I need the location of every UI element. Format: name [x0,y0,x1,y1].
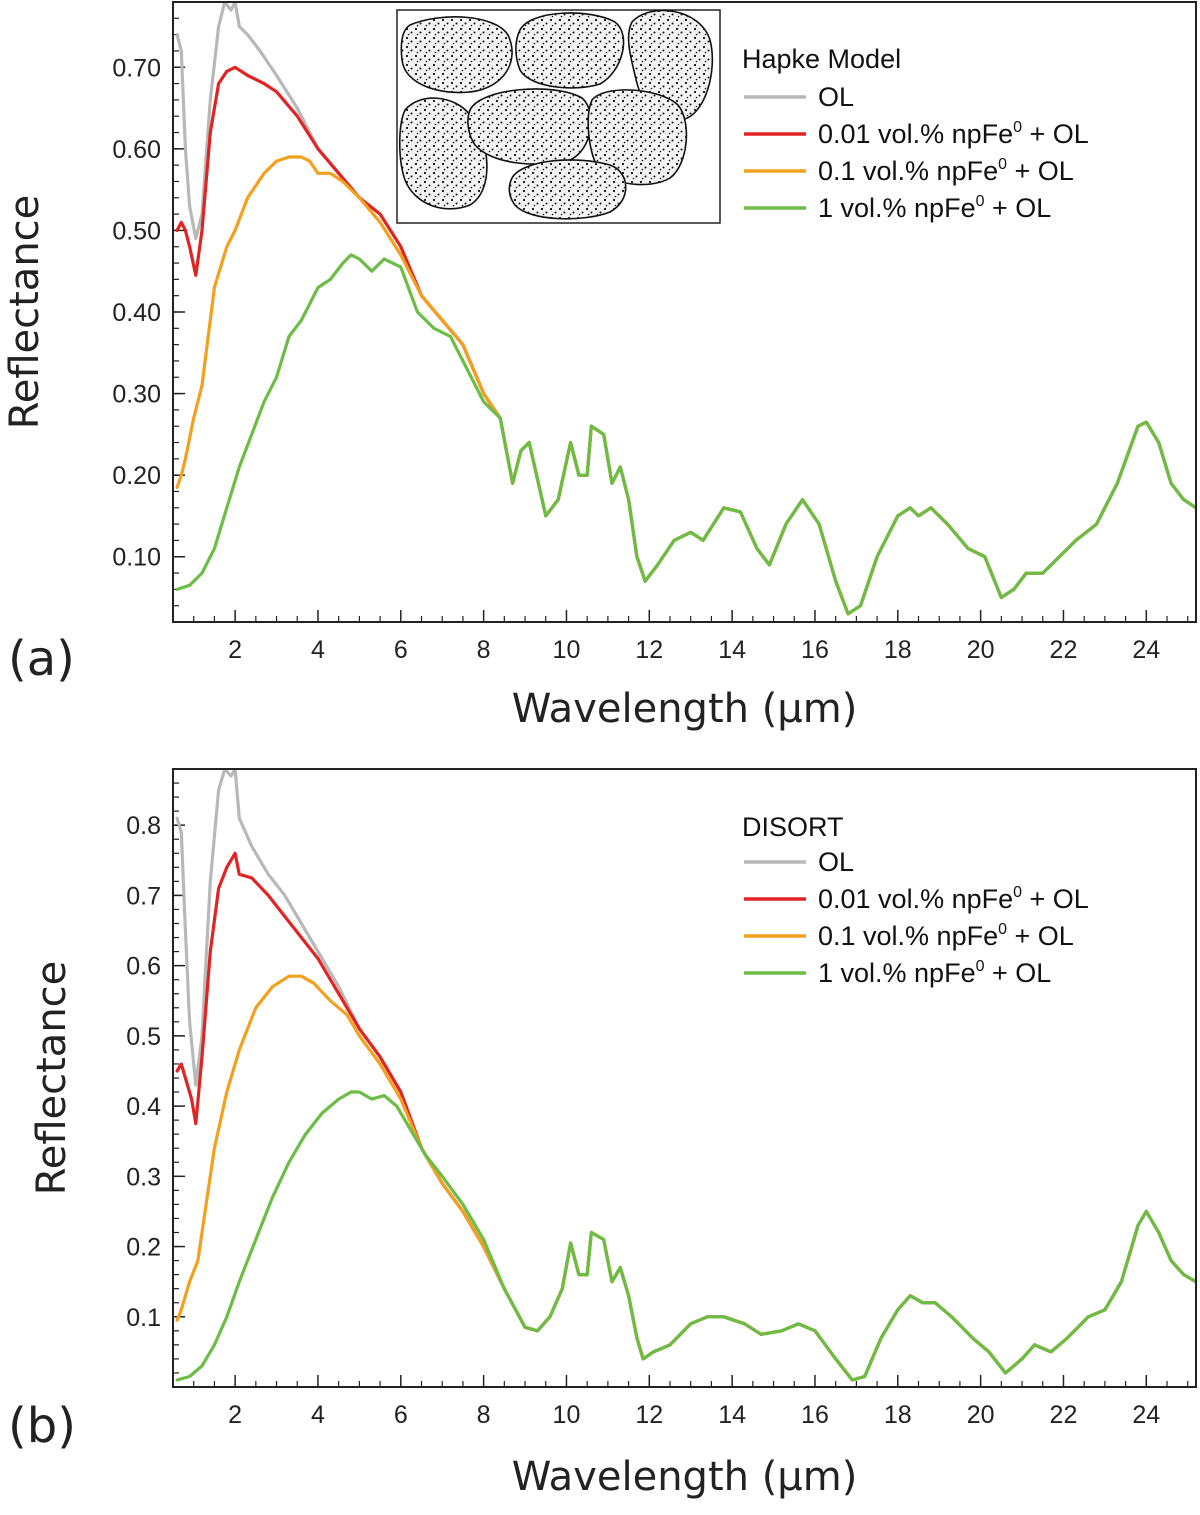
series-group [175,2,1196,616]
legend-label: OL [818,82,854,112]
series-line [175,1090,1196,1382]
y-tick-label: 0.3 [126,1163,161,1191]
y-tick-label: 0.5 [126,1023,161,1051]
y-tick-label: 0.70 [112,54,161,82]
y-tick-label: 0.60 [112,136,161,164]
legend-label: 0.01 vol.% npFe0 + OL [818,119,1089,149]
x-tick-label: 8 [477,636,491,664]
x-tick-label: 20 [967,1401,995,1429]
panel-label: (a) [8,631,75,687]
x-tick-label: 22 [1050,636,1078,664]
grain-stipple [509,159,626,219]
legend-title: Hapke Model [742,44,901,74]
legend-label: 1 vol.% npFe0 + OL [818,958,1051,988]
x-tick-label: 6 [394,1401,408,1429]
x-tick-label: 2 [228,1401,242,1429]
y-tick-label: 0.4 [126,1093,161,1121]
x-tick-label: 4 [311,636,325,664]
y-tick-label: 0.30 [112,381,161,409]
x-tick-label: 6 [394,636,408,664]
series-line [175,253,1196,616]
chart-panel-a: 2 4 6 8 10 12 14 16 18 20 22 240.100.200.300.400.50… [2,1,1197,732]
y-tick-label: 0.20 [112,462,161,490]
legend-label: 1 vol.% npFe0 + OL [818,193,1051,223]
x-tick-label: 10 [553,1401,581,1429]
series-group [175,769,1196,1382]
x-axis-title: Wavelength (μm) [512,1454,858,1500]
x-tick-label: 14 [718,636,746,664]
legend-title: DISORT [742,812,844,842]
grain-stipple [399,98,487,209]
y-tick-label: 0.1 [126,1304,161,1332]
y-axis-title: Reflectance [29,961,75,1196]
x-tick-label: 24 [1132,1401,1160,1429]
x-tick-label: 16 [801,636,829,664]
chart-panel-b: 2 4 6 8 10 12 14 16 18 20 22 240.10.20.30.40.50.60.… [8,768,1197,1500]
x-tick-label: 24 [1132,636,1160,664]
legend-label: 0.1 vol.% npFe0 + OL [818,921,1074,951]
x-tick-label: 4 [311,1401,325,1429]
y-tick-label: 0.2 [126,1234,161,1262]
x-tick-label: 20 [967,636,995,664]
x-tick-label: 2 [228,636,242,664]
x-tick-label: 16 [801,1401,829,1429]
x-axis-title: Wavelength (μm) [512,686,858,732]
legend-label: 0.01 vol.% npFe0 + OL [818,884,1089,914]
y-tick-label: 0.6 [126,953,161,981]
plot-frame [172,1,1197,623]
y-tick-label: 0.40 [112,299,161,327]
x-tick-label: 18 [884,1401,912,1429]
x-tick-label: 18 [884,636,912,664]
y-axis-title: Reflectance [2,195,48,430]
x-tick-label: 22 [1050,1401,1078,1429]
x-tick-label: 8 [477,1401,491,1429]
y-tick-label: 0.50 [112,217,161,245]
x-tick-label: 14 [718,1401,746,1429]
x-tick-label: 10 [553,636,581,664]
x-tick-label: 12 [635,636,663,664]
y-tick-label: 0.7 [126,882,161,910]
y-tick-label: 0.10 [112,544,161,572]
series-line [175,769,1196,1382]
grain-inset [396,9,721,224]
series-line [175,974,1196,1382]
legend-label: OL [818,847,854,877]
grain-stipple [588,89,687,185]
grain-stipple [401,16,513,93]
x-tick-label: 12 [635,1401,663,1429]
panel-label: (b) [8,1398,76,1454]
series-line [175,155,1196,616]
plot-frame [172,768,1197,1388]
grain-stipple [515,12,624,88]
grain-stipple [467,88,592,165]
legend-label: 0.1 vol.% npFe0 + OL [818,156,1074,186]
y-tick-label: 0.8 [126,812,161,840]
